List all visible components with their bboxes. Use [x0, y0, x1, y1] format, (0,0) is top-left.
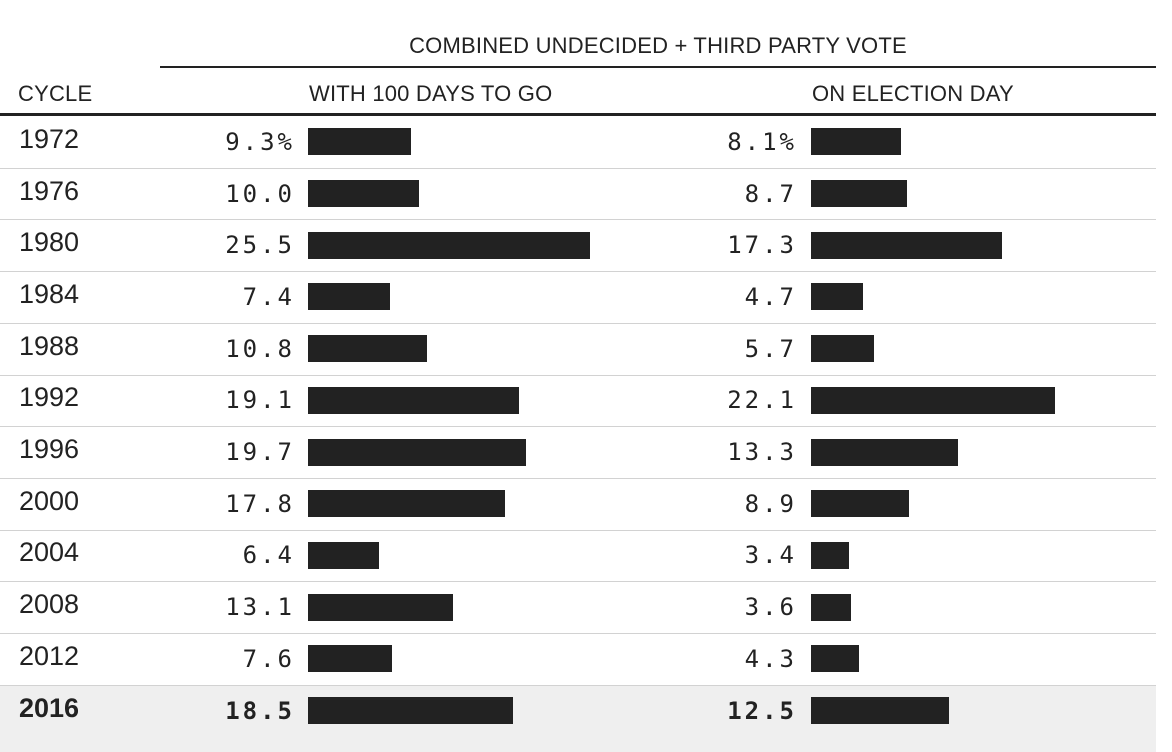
value-label-election-day: 3.6 [744, 593, 797, 622]
value-label-100-days: 25.5 [225, 231, 295, 260]
bar-100-days [308, 180, 419, 207]
bar-election-day [811, 542, 849, 569]
value-label-100-days: 10.8 [225, 334, 295, 363]
value-label-100-days: 7.4 [242, 282, 295, 311]
value-label-100-days: 9.3% [225, 127, 295, 156]
cycle-label: 1992 [19, 382, 80, 413]
value-label-election-day: 8.7 [744, 179, 797, 208]
bar-election-day [811, 128, 901, 155]
value-label-election-day: 4.7 [744, 282, 797, 311]
bar-100-days [308, 594, 453, 621]
value-label-election-day: 17.3 [727, 231, 797, 260]
bar-election-day [811, 180, 907, 207]
value-label-election-day: 5.7 [744, 334, 797, 363]
value-label-election-day: 3.4 [744, 541, 797, 570]
column-header-100-days: WITH 100 DAYS TO GO [309, 81, 553, 106]
value-label-100-days: 10.0 [225, 179, 295, 208]
cycle-label: 2000 [19, 485, 80, 516]
cycle-label: 1984 [19, 278, 80, 309]
bar-100-days [308, 232, 590, 259]
cycle-label: 1972 [19, 123, 80, 154]
bar-100-days [308, 335, 427, 362]
bar-100-days [308, 645, 392, 672]
bar-election-day [811, 697, 949, 724]
bar-election-day [811, 335, 874, 362]
cycle-label: 2016 [19, 692, 80, 723]
row-divider [0, 478, 1156, 479]
bar-election-day [811, 283, 863, 310]
chart-title: COMBINED UNDECIDED + THIRD PARTY VOTE [409, 33, 907, 58]
value-label-election-day: 13.3 [727, 438, 797, 467]
value-label-100-days: 17.8 [225, 489, 295, 518]
row-divider [0, 271, 1156, 272]
bar-100-days [308, 387, 519, 414]
row-divider [0, 426, 1156, 427]
row-divider [0, 219, 1156, 220]
value-label-100-days: 18.5 [225, 696, 295, 725]
cycle-label: 2008 [19, 589, 80, 620]
cycle-label: 1988 [19, 330, 80, 361]
cycle-label: 2004 [19, 537, 80, 568]
row-divider [0, 168, 1156, 169]
cycle-label: 1976 [19, 175, 80, 206]
value-label-election-day: 22.1 [727, 386, 797, 415]
bar-100-days [308, 128, 411, 155]
bar-100-days [308, 283, 390, 310]
row-divider [0, 530, 1156, 531]
value-label-election-day: 8.1% [727, 127, 797, 156]
bar-election-day [811, 645, 859, 672]
value-label-100-days: 19.1 [225, 386, 295, 415]
bar-election-day [811, 232, 1002, 259]
cycle-label: 1996 [19, 434, 80, 465]
bar-election-day [811, 490, 909, 517]
column-header-cycle: CYCLE [18, 81, 93, 106]
row-divider [0, 581, 1156, 582]
value-label-election-day: 8.9 [744, 489, 797, 518]
header-bottom-rule [0, 113, 1156, 116]
bar-election-day [811, 594, 851, 621]
cycle-label: 1980 [19, 227, 80, 258]
column-header-election-day: ON ELECTION DAY [812, 81, 1014, 106]
row-divider [0, 375, 1156, 376]
row-divider [0, 685, 1156, 686]
bar-100-days [308, 439, 526, 466]
value-label-100-days: 7.6 [242, 644, 295, 673]
value-label-election-day: 4.3 [744, 644, 797, 673]
cycle-label: 2012 [19, 640, 80, 671]
bar-100-days [308, 490, 505, 517]
bar-election-day [811, 439, 958, 466]
row-divider [0, 323, 1156, 324]
header-top-rule [160, 66, 1156, 68]
bar-100-days [308, 697, 513, 724]
value-label-100-days: 19.7 [225, 438, 295, 467]
row-divider [0, 633, 1156, 634]
value-label-election-day: 12.5 [727, 696, 797, 725]
value-label-100-days: 6.4 [242, 541, 295, 570]
value-label-100-days: 13.1 [225, 593, 295, 622]
bar-100-days [308, 542, 379, 569]
highlight-row-background [0, 685, 1156, 752]
bar-election-day [811, 387, 1055, 414]
